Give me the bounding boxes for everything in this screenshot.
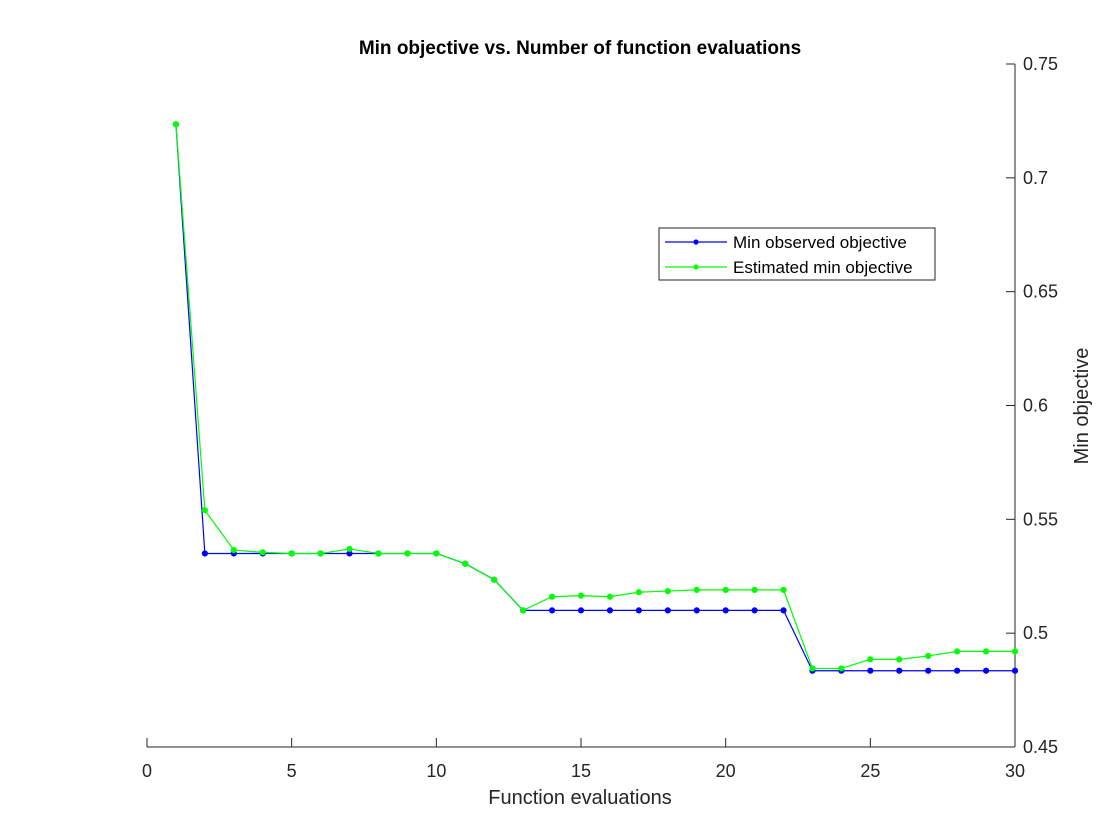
- data-point: [259, 549, 266, 556]
- data-point: [433, 550, 440, 557]
- x-tick-label: 15: [571, 761, 591, 781]
- axes: 0 5 10 15 20 25 30 0.45 0.5 0.55 0.6 0.65 0.7 0.75: [142, 54, 1058, 781]
- y-tick-label: 0.5: [1023, 623, 1048, 643]
- data-point: [635, 607, 642, 614]
- chart-title: Min objective vs. Number of function eva…: [359, 38, 801, 59]
- y-axis-label: Min objective: [1071, 348, 1093, 465]
- data-point: [664, 607, 671, 614]
- data-point: [982, 667, 990, 674]
- data-point: [838, 665, 845, 672]
- data-point: [896, 667, 903, 674]
- legend-label: Min observed objective: [733, 233, 907, 252]
- legend-item: Estimated min objective: [665, 258, 913, 277]
- data-point: [867, 656, 874, 663]
- data-point: [606, 607, 614, 614]
- x-tick-label: 20: [716, 761, 736, 781]
- data-point: [491, 576, 498, 583]
- data-point: [288, 550, 295, 557]
- legend-label: Estimated min objective: [733, 258, 913, 277]
- data-point: [375, 550, 382, 557]
- data-point: [780, 607, 787, 614]
- legend-item: Min observed objective: [665, 233, 907, 252]
- data-point: [577, 607, 585, 614]
- x-tick-label: 25: [860, 761, 880, 781]
- y-tick-label: 0.55: [1023, 509, 1058, 529]
- legend-marker: [693, 264, 699, 270]
- data-point: [404, 550, 411, 557]
- series-1: [172, 121, 1019, 674]
- x-tick-label: 30: [1005, 761, 1025, 781]
- data-point: [954, 648, 961, 655]
- y-tick-label: 0.6: [1023, 396, 1048, 416]
- data-point: [230, 546, 237, 554]
- data-point: [954, 667, 961, 674]
- x-tick-label: 5: [287, 761, 297, 781]
- data-point: [520, 607, 527, 614]
- data-point: [548, 593, 556, 600]
- data-point: [982, 648, 990, 655]
- data-point: [606, 593, 614, 600]
- data-point: [896, 656, 903, 663]
- data-point: [1011, 667, 1019, 674]
- series-2: [172, 121, 1019, 672]
- data-point: [693, 586, 700, 594]
- data-point: [577, 592, 585, 599]
- data-point: [462, 560, 469, 567]
- data-point: [751, 586, 758, 594]
- x-tick-label: 10: [426, 761, 446, 781]
- data-point: [722, 586, 729, 594]
- y-tick-label: 0.45: [1023, 737, 1058, 757]
- data-point: [780, 586, 787, 594]
- data-point: [751, 607, 758, 614]
- data-point: [925, 652, 932, 660]
- x-axis-label: Function evaluations: [488, 787, 671, 809]
- data-point: [172, 121, 180, 128]
- data-point: [201, 550, 208, 557]
- data-point: [201, 507, 208, 514]
- y-tick-label: 0.75: [1023, 54, 1058, 74]
- data-point: [1011, 648, 1019, 655]
- legend: Min observed objective Estimated min obje…: [658, 227, 936, 281]
- data-point: [664, 587, 671, 595]
- series-line: [175, 124, 1015, 672]
- y-tick-label: 0.65: [1023, 282, 1058, 302]
- data-point: [809, 665, 816, 672]
- legend-marker: [693, 239, 699, 245]
- series-line: [175, 124, 1015, 670]
- data-point: [722, 607, 729, 614]
- data-point: [317, 550, 324, 557]
- data-point: [548, 607, 556, 614]
- data-point: [693, 607, 700, 614]
- data-point: [635, 589, 642, 596]
- y-tick-label: 0.7: [1023, 168, 1048, 188]
- legend-box: [658, 227, 936, 281]
- data-point: [925, 667, 932, 674]
- x-tick-label: 0: [142, 761, 152, 781]
- series-layer: [172, 121, 1019, 674]
- data-point: [346, 545, 353, 553]
- data-point: [867, 667, 874, 674]
